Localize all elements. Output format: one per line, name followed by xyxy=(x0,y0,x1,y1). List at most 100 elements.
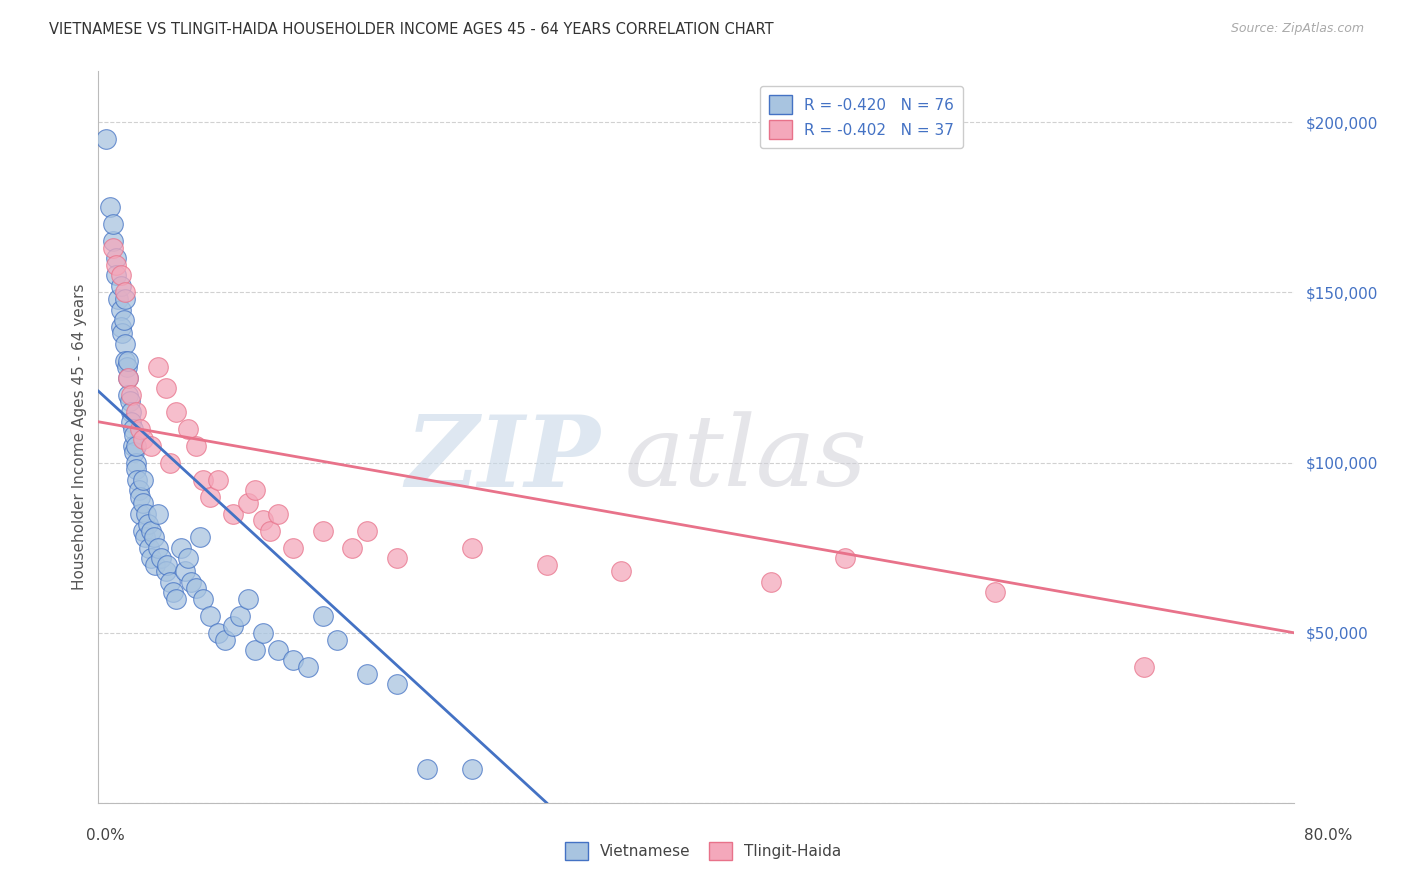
Legend: R = -0.420   N = 76, R = -0.402   N = 37: R = -0.420 N = 76, R = -0.402 N = 37 xyxy=(759,87,963,148)
Point xyxy=(107,293,129,307)
Point xyxy=(356,524,378,538)
Point xyxy=(311,524,333,538)
Point xyxy=(125,462,148,476)
Point xyxy=(132,473,155,487)
Point xyxy=(156,558,179,572)
Point xyxy=(117,370,139,384)
Point xyxy=(120,415,142,429)
Point xyxy=(115,360,138,375)
Point xyxy=(139,524,162,538)
Point xyxy=(125,456,148,470)
Point xyxy=(222,507,245,521)
Point xyxy=(385,550,409,565)
Point xyxy=(267,642,290,657)
Point xyxy=(834,550,856,565)
Point xyxy=(191,473,214,487)
Point xyxy=(229,608,252,623)
Point xyxy=(169,541,191,555)
Point xyxy=(114,336,136,351)
Point xyxy=(356,666,378,681)
Point xyxy=(127,473,149,487)
Point xyxy=(759,574,782,589)
Point xyxy=(124,445,146,459)
Point xyxy=(177,550,200,565)
Point xyxy=(121,421,143,435)
Point xyxy=(155,381,177,395)
Point xyxy=(112,312,135,326)
Point xyxy=(281,541,304,555)
Point xyxy=(984,585,1007,599)
Point xyxy=(125,439,148,453)
Point xyxy=(461,762,484,776)
Point xyxy=(110,319,132,334)
Point xyxy=(103,241,125,255)
Point xyxy=(536,558,558,572)
Point xyxy=(162,585,184,599)
Point xyxy=(105,252,128,266)
Point xyxy=(259,524,281,538)
Point xyxy=(267,507,290,521)
Point xyxy=(128,483,150,497)
Point xyxy=(610,565,633,579)
Point xyxy=(103,235,125,249)
Point xyxy=(142,531,165,545)
Legend: Vietnamese, Tlingit-Haida: Vietnamese, Tlingit-Haida xyxy=(558,836,848,866)
Point xyxy=(110,268,132,283)
Point xyxy=(191,591,214,606)
Point xyxy=(184,439,207,453)
Point xyxy=(111,326,134,341)
Point xyxy=(110,302,132,317)
Point xyxy=(139,439,162,453)
Point xyxy=(252,513,274,527)
Point xyxy=(125,404,148,418)
Text: atlas: atlas xyxy=(624,411,868,507)
Point xyxy=(136,516,159,531)
Point xyxy=(155,565,177,579)
Point xyxy=(207,625,229,640)
Point xyxy=(207,473,229,487)
Point xyxy=(311,608,333,623)
Point xyxy=(222,619,245,633)
Point xyxy=(120,387,142,401)
Point xyxy=(159,574,181,589)
Point xyxy=(105,258,128,272)
Point xyxy=(148,541,170,555)
Point xyxy=(245,642,267,657)
Text: 80.0%: 80.0% xyxy=(1305,828,1353,843)
Point xyxy=(148,507,170,521)
Point xyxy=(139,550,162,565)
Point xyxy=(120,404,142,418)
Point xyxy=(214,632,236,647)
Point xyxy=(236,496,259,510)
Point xyxy=(416,762,439,776)
Point xyxy=(132,496,155,510)
Point xyxy=(114,285,136,300)
Point xyxy=(180,574,202,589)
Point xyxy=(121,439,143,453)
Point xyxy=(94,132,117,146)
Point xyxy=(236,591,259,606)
Point xyxy=(132,432,155,446)
Point xyxy=(134,531,156,545)
Point xyxy=(129,507,152,521)
Point xyxy=(114,353,136,368)
Point xyxy=(110,278,132,293)
Point xyxy=(326,632,349,647)
Point xyxy=(245,483,267,497)
Point xyxy=(105,268,128,283)
Point xyxy=(252,625,274,640)
Point xyxy=(118,394,141,409)
Point xyxy=(200,490,222,504)
Point xyxy=(135,507,157,521)
Point xyxy=(129,421,152,435)
Point xyxy=(117,353,139,368)
Point xyxy=(165,591,187,606)
Point xyxy=(159,456,181,470)
Point xyxy=(103,218,125,232)
Y-axis label: Householder Income Ages 45 - 64 years: Householder Income Ages 45 - 64 years xyxy=(72,284,87,591)
Point xyxy=(174,565,197,579)
Point xyxy=(177,421,200,435)
Point xyxy=(117,387,139,401)
Point xyxy=(297,659,319,673)
Text: 0.0%: 0.0% xyxy=(86,828,125,843)
